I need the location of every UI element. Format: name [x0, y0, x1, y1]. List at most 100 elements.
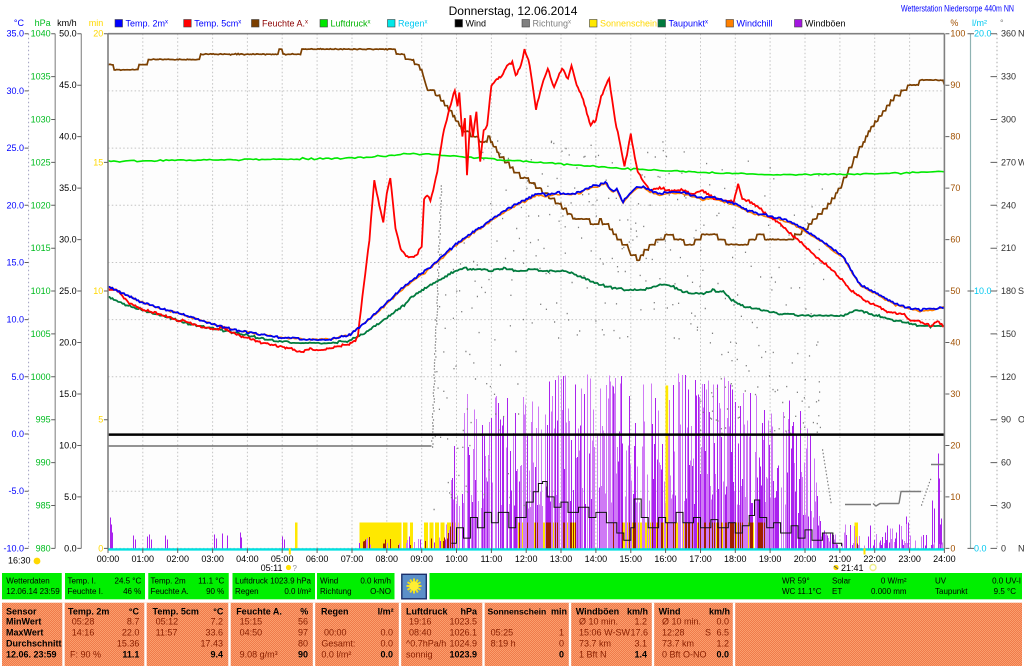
svg-text:12:00: 12:00 — [515, 554, 538, 564]
svg-text:O-NO: O-NO — [370, 587, 391, 596]
svg-text:S: S — [705, 628, 711, 638]
svg-text:0 W/m²: 0 W/m² — [881, 577, 907, 586]
svg-text:30.0: 30.0 — [6, 86, 24, 96]
svg-text:Wind: Wind — [659, 606, 681, 616]
svg-text:W-SW: W-SW — [604, 628, 630, 638]
svg-text:15.0: 15.0 — [6, 258, 24, 268]
svg-text:°: ° — [1000, 18, 1004, 28]
svg-text:hPa: hPa — [460, 606, 478, 616]
svg-text:km/h: km/h — [57, 18, 77, 28]
svg-text:01:00: 01:00 — [132, 554, 155, 564]
svg-text:30: 30 — [1001, 501, 1011, 511]
svg-text:Feuchte I.: Feuchte I. — [68, 587, 104, 596]
svg-text:240: 240 — [1001, 200, 1016, 210]
svg-text:Temp. 2m: Temp. 2m — [151, 577, 186, 586]
svg-text:06:00: 06:00 — [306, 554, 329, 564]
svg-text:30: 30 — [950, 389, 960, 399]
svg-text:0: 0 — [559, 650, 564, 660]
svg-text:Luftdruck: Luftdruck — [406, 606, 448, 616]
svg-text:min: min — [89, 18, 104, 28]
svg-text:8.7: 8.7 — [127, 617, 140, 627]
svg-text:15.36: 15.36 — [117, 638, 140, 648]
svg-text:0.000 mm: 0.000 mm — [871, 587, 907, 596]
svg-text:1020: 1020 — [31, 200, 51, 210]
svg-text:Sensor: Sensor — [6, 606, 37, 616]
svg-text:1 Bft N: 1 Bft N — [579, 650, 607, 660]
svg-text:0.0 km/h: 0.0 km/h — [360, 577, 391, 586]
svg-text:10: 10 — [950, 492, 960, 502]
svg-text:0.0: 0.0 — [716, 650, 729, 660]
svg-text:1000: 1000 — [31, 372, 51, 382]
svg-text:Temp. 2mx: Temp. 2mx — [126, 19, 169, 29]
svg-text:05:11: 05:11 — [261, 563, 283, 573]
svg-text:0.0: 0.0 — [11, 429, 24, 439]
svg-text:14:16: 14:16 — [72, 628, 95, 638]
svg-text:?: ? — [293, 564, 298, 573]
svg-text:330: 330 — [1001, 72, 1016, 82]
svg-text:5.0: 5.0 — [11, 372, 24, 382]
svg-text:08:00: 08:00 — [376, 554, 399, 564]
svg-text:1.2: 1.2 — [634, 617, 647, 627]
svg-text:20.0: 20.0 — [59, 338, 77, 348]
svg-text:Windböen: Windböen — [805, 19, 846, 29]
svg-text:-5.0: -5.0 — [8, 486, 24, 496]
svg-text:km/h: km/h — [709, 606, 730, 616]
svg-text:Temp. 2m: Temp. 2m — [68, 606, 109, 616]
svg-text:21:41: 21:41 — [841, 563, 864, 573]
svg-text:15:00: 15:00 — [620, 554, 643, 564]
svg-text:10: 10 — [93, 286, 103, 296]
svg-text:W: W — [1018, 157, 1024, 167]
svg-text:05:12: 05:12 — [156, 617, 179, 627]
svg-text:07:00: 07:00 — [341, 554, 364, 564]
svg-text:Temp. 5cm: Temp. 5cm — [153, 606, 199, 616]
svg-text:05:00: 05:00 — [271, 554, 294, 564]
svg-text:25.0: 25.0 — [6, 143, 24, 153]
svg-text:17.6: 17.6 — [630, 628, 648, 638]
svg-text:S: S — [1018, 286, 1024, 296]
svg-text:16:30: 16:30 — [8, 556, 31, 566]
svg-text:Wind: Wind — [320, 577, 338, 586]
svg-text:9.5 °C: 9.5 °C — [994, 587, 1017, 596]
svg-text:120: 120 — [1001, 372, 1016, 382]
svg-text:l/m²: l/m² — [378, 606, 394, 616]
svg-text:10:00: 10:00 — [445, 554, 468, 564]
svg-text:20: 20 — [93, 29, 103, 39]
svg-text:Richtungx: Richtungx — [533, 19, 572, 29]
svg-text:15.0: 15.0 — [59, 389, 77, 399]
svg-text:210: 210 — [1001, 243, 1016, 253]
svg-text:13:00: 13:00 — [550, 554, 573, 564]
svg-text:1015: 1015 — [31, 243, 51, 253]
svg-text:Windchill: Windchill — [737, 19, 773, 29]
svg-text:Regen: Regen — [235, 587, 259, 596]
svg-text:UV: UV — [935, 577, 947, 586]
svg-text:80: 80 — [298, 638, 308, 648]
svg-text:985: 985 — [36, 501, 51, 511]
svg-text:3.1: 3.1 — [634, 638, 647, 648]
svg-text:Gesamt:: Gesamt: — [321, 638, 355, 648]
svg-text:9.4: 9.4 — [210, 650, 223, 660]
svg-text:1026.1: 1026.1 — [449, 628, 477, 638]
svg-text:40.0: 40.0 — [59, 132, 77, 142]
svg-text:^0.7hPa/h: ^0.7hPa/h — [406, 638, 446, 648]
svg-text:11:57: 11:57 — [156, 628, 178, 638]
svg-text:1025: 1025 — [31, 157, 51, 167]
svg-text:Windböen: Windböen — [576, 606, 619, 616]
svg-text:O: O — [1018, 415, 1024, 425]
svg-text:11.1: 11.1 — [122, 650, 139, 660]
svg-text:16:00: 16:00 — [654, 554, 677, 564]
svg-text:°C: °C — [129, 606, 140, 616]
svg-text:Luftdruck: Luftdruck — [235, 577, 269, 586]
svg-text:l/m²: l/m² — [972, 18, 987, 28]
svg-text:%: % — [950, 18, 958, 28]
svg-text:0: 0 — [98, 543, 103, 553]
svg-text:0.0: 0.0 — [380, 650, 393, 660]
svg-text:Luftdruckx: Luftdruckx — [331, 19, 371, 29]
svg-text:Feuchte A.: Feuchte A. — [236, 606, 282, 616]
svg-text:6.5: 6.5 — [716, 628, 729, 638]
svg-text:05:28: 05:28 — [72, 617, 95, 627]
svg-text:30.0: 30.0 — [59, 235, 77, 245]
svg-text:270: 270 — [1001, 157, 1016, 167]
svg-text:35.0: 35.0 — [6, 29, 24, 39]
svg-text:00:00: 00:00 — [324, 628, 347, 638]
svg-text:-10.0: -10.0 — [3, 543, 24, 553]
